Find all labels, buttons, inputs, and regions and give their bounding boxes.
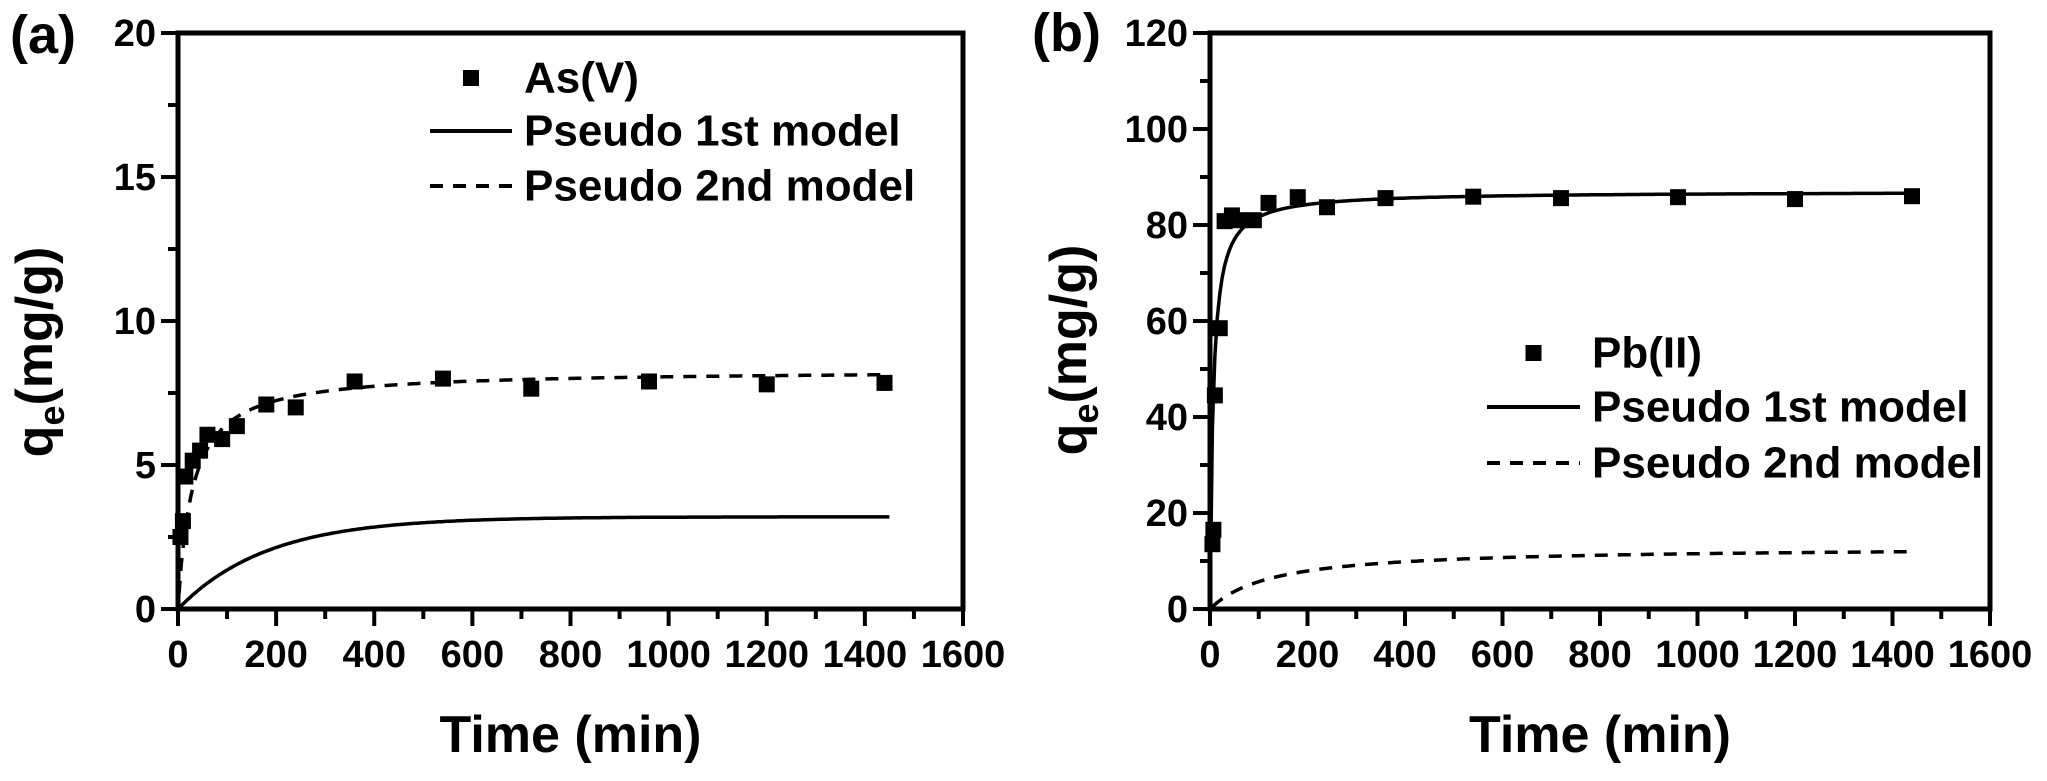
- legend-label: Pseudo 1st model: [1592, 383, 1969, 432]
- panel-b: 0 200 400 600 800 1000 1200 1400 1600 0 20 40 60 80 10…: [1024, 0, 2047, 781]
- y-tick-label: 120: [1125, 13, 1188, 55]
- y-tick-label: 10: [114, 301, 156, 343]
- y-axis-title: qe(mg/g): [1040, 245, 1106, 456]
- x-tick-label: 600: [441, 634, 504, 676]
- x-tick-label: 600: [1471, 634, 1534, 676]
- legend-marker-square: [1525, 345, 1542, 361]
- scatter-point: [758, 376, 775, 393]
- x-axis-title: Time (min): [440, 706, 702, 764]
- scatter-point: [228, 418, 245, 435]
- y-tick-label: 0: [135, 589, 156, 631]
- scatter-point: [287, 399, 304, 416]
- scatter-point: [1289, 189, 1306, 206]
- model-curve-solid: [1208, 191, 1912, 610]
- y-tick-label: 0: [1167, 589, 1188, 631]
- plot-box: [1207, 30, 1993, 612]
- x-tick-label: 800: [539, 634, 602, 676]
- model-curve-dashed: [1211, 549, 1908, 609]
- scatter-point: [1904, 188, 1920, 205]
- legend-label: Pseudo 1st model: [524, 107, 901, 156]
- legend-label: As(V): [524, 54, 639, 103]
- x-tick-label: 0: [1199, 634, 1220, 676]
- panel-a-label: (a): [10, 5, 76, 65]
- scatter-point: [346, 373, 363, 390]
- x-tick-label: 200: [244, 634, 307, 676]
- y-tick-label: 15: [114, 157, 156, 199]
- x-tick-label: 200: [1276, 634, 1339, 676]
- scatter-point: [1260, 194, 1277, 211]
- x-tick-label: 1600: [1948, 634, 2033, 676]
- panel-a: 0 200 400 600 800 1000 1200 1400 1600 0 5 10 15 20 Tim…: [6, 13, 1006, 764]
- scatter-point: [1553, 190, 1569, 207]
- legend-label: Pseudo 2nd model: [1592, 439, 1983, 488]
- x-tick-label: 1200: [724, 634, 809, 676]
- scatter-point: [1670, 189, 1686, 206]
- y-tick-label: 60: [1146, 301, 1188, 343]
- y-tick-label: 5: [135, 445, 156, 487]
- scatter-point: [177, 468, 194, 485]
- chart-a: 0 200 400 600 800 1000 1200 1400 1600 0 5 10 15 20 Tim…: [6, 13, 1006, 764]
- y-tick-label: 80: [1146, 205, 1188, 247]
- scatter-point: [523, 380, 540, 397]
- x-tick-label: 1600: [921, 634, 1006, 676]
- x-tick-label: 400: [1373, 634, 1436, 676]
- y-tick-label: 20: [1146, 493, 1188, 535]
- scatter-point: [1205, 521, 1222, 538]
- scatter-point: [876, 374, 893, 391]
- model-curve-dashed: [177, 372, 891, 594]
- scatter-point: [258, 396, 275, 413]
- y-tick-label: 40: [1146, 397, 1188, 439]
- scatter-point: [1231, 212, 1248, 229]
- legend-label: Pseudo 2nd model: [524, 162, 915, 211]
- x-axis-title: Time (min): [1469, 706, 1731, 764]
- legend-label: Pb(II): [1592, 329, 1702, 378]
- x-tick-label: 1000: [626, 634, 711, 676]
- scatter-point: [1211, 320, 1228, 337]
- legend-marker-square: [463, 70, 479, 86]
- scatter-point: [172, 529, 189, 545]
- chart-b: 0 200 400 600 800 1000 1200 1400 1600 0 20 40 60 80 10…: [1040, 13, 2033, 764]
- x-tick-label: 400: [343, 634, 406, 676]
- x-tick-label: 1200: [1753, 634, 1838, 676]
- model-curve-solid: [176, 515, 890, 611]
- y-tick-label: 20: [114, 13, 156, 55]
- x-tick-label: 1000: [1655, 634, 1740, 676]
- panel-b-label: (b): [1032, 3, 1101, 63]
- plot-box: [175, 30, 966, 612]
- x-tick-label: 1400: [823, 634, 908, 676]
- x-tick-label: 0: [167, 634, 188, 676]
- y-tick-label: 100: [1125, 109, 1188, 151]
- x-tick-label: 1400: [1850, 634, 1935, 676]
- y-axis-title: qe(mg/g): [6, 247, 72, 458]
- x-tick-label: 800: [1568, 634, 1631, 676]
- scatter-point: [199, 426, 216, 443]
